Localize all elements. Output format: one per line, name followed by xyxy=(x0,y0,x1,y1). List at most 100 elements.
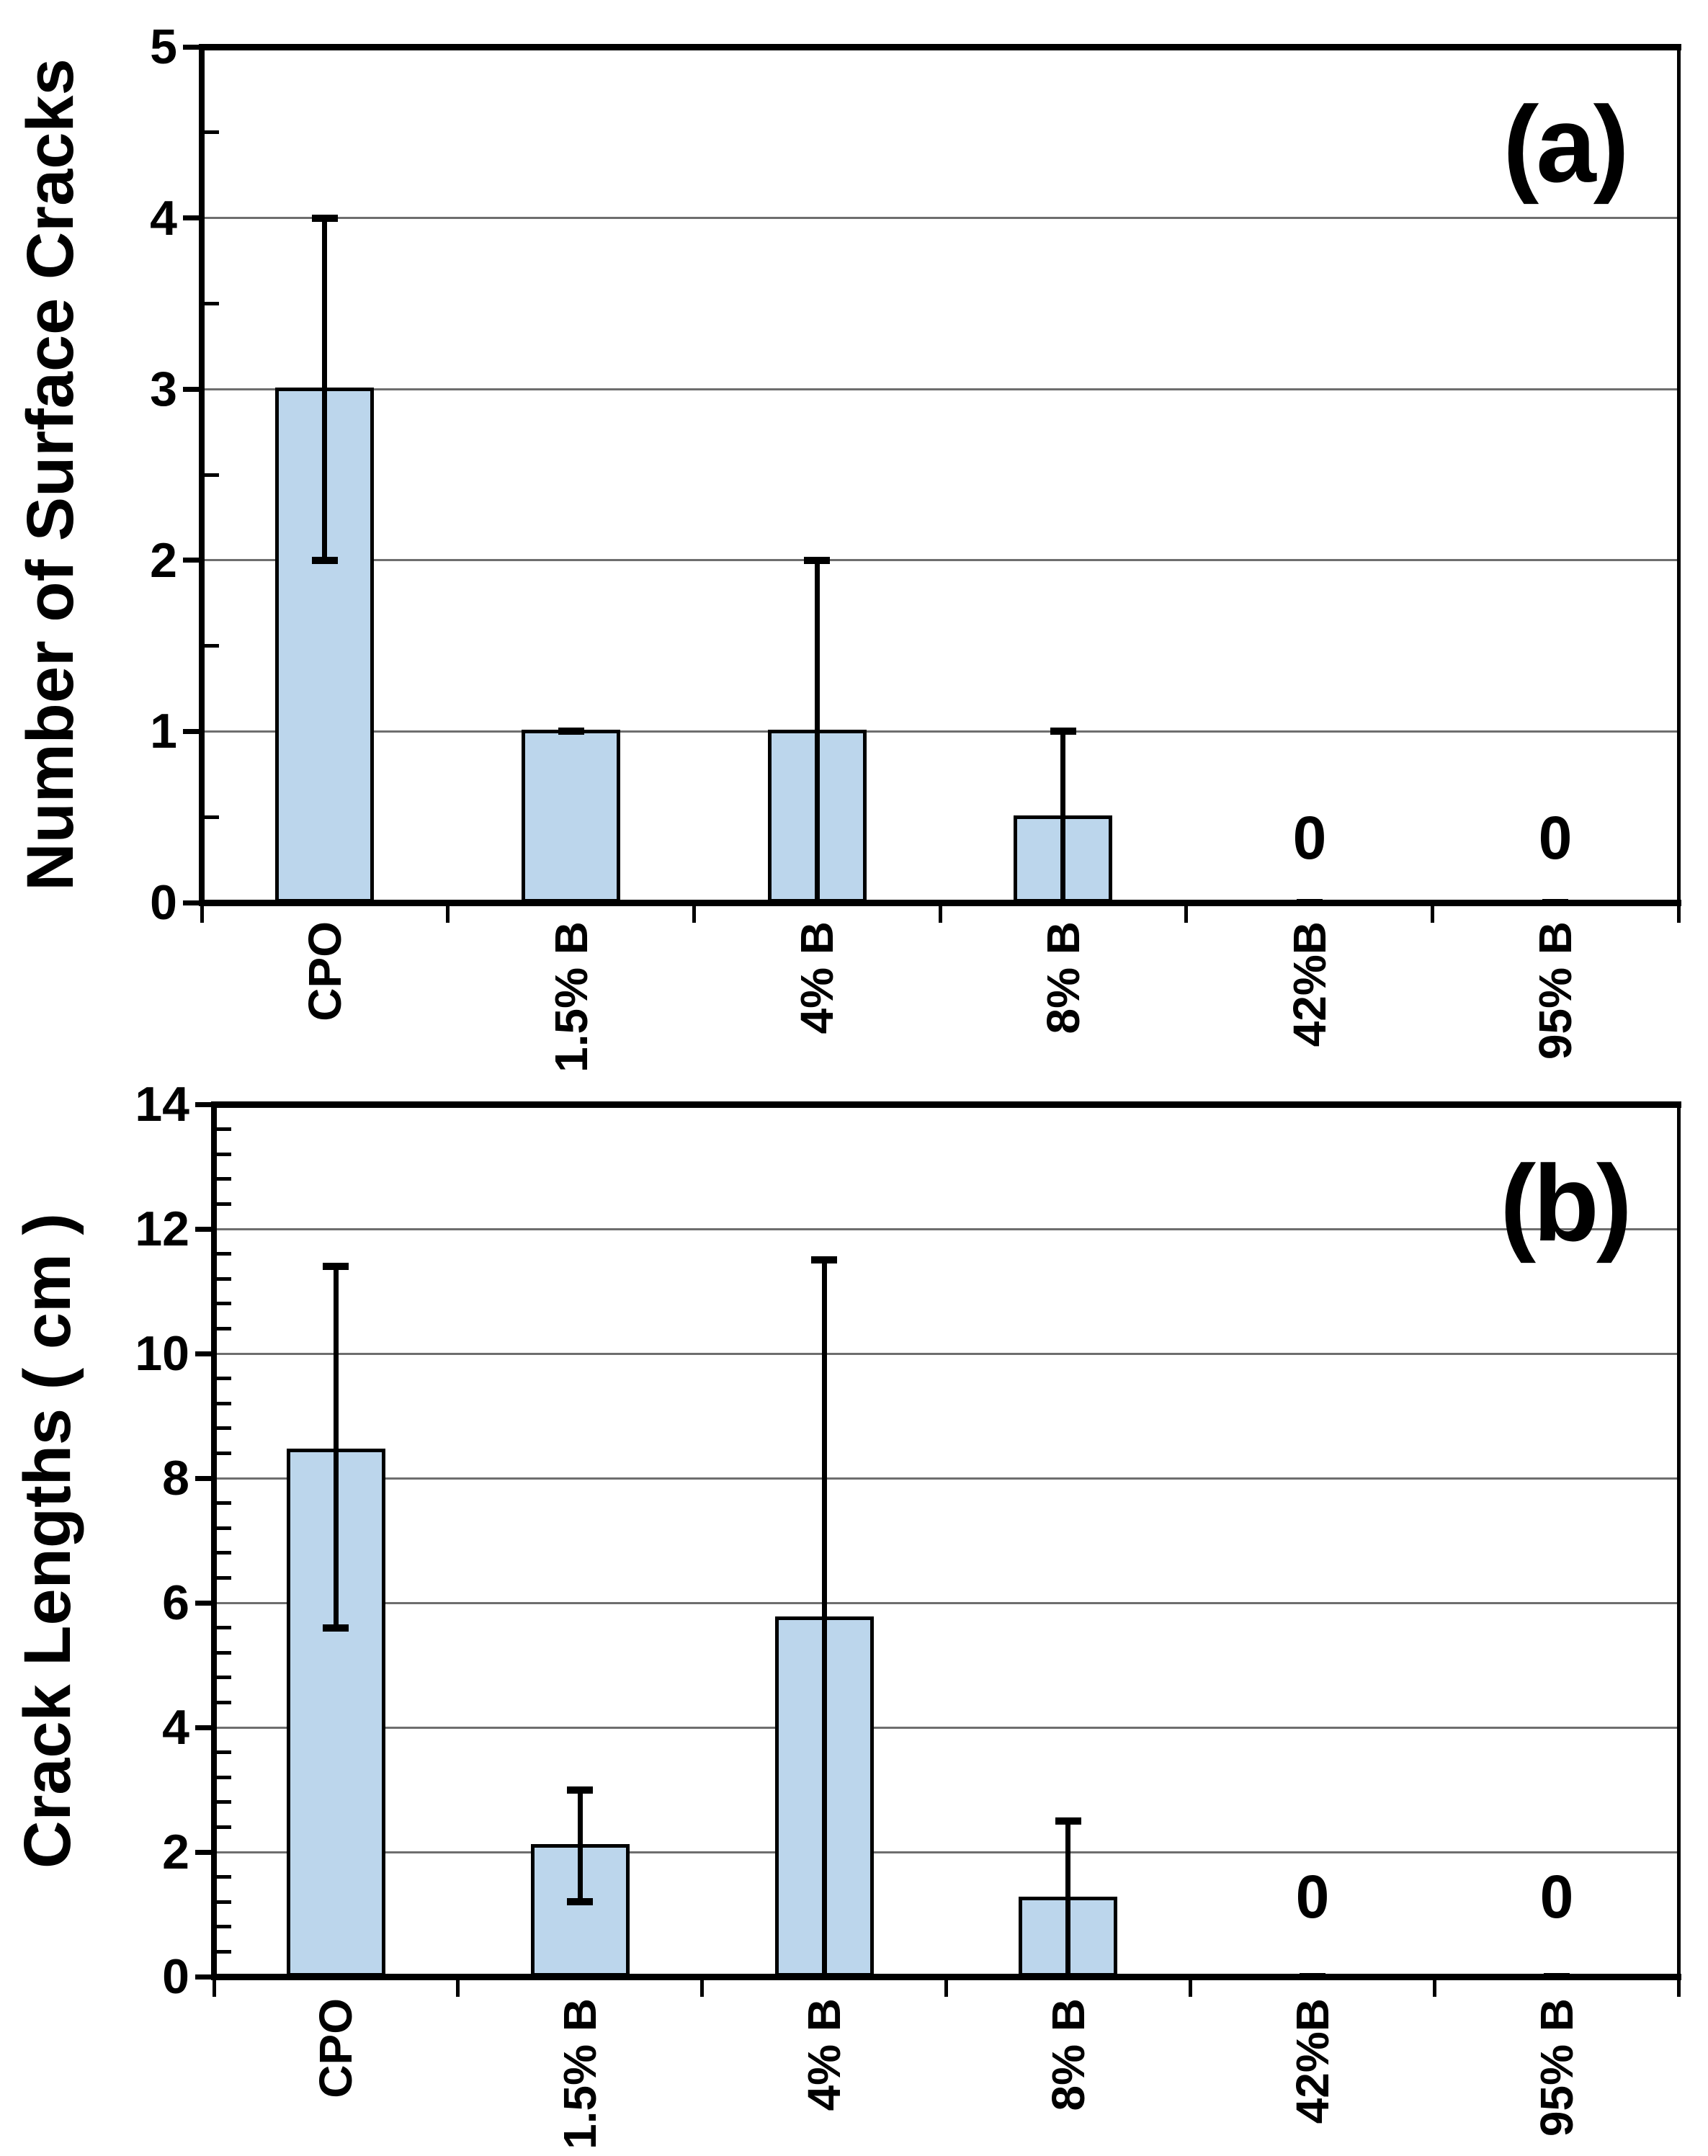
y-axis-minor-tick xyxy=(217,1626,231,1629)
y-tick-label: 12 xyxy=(135,1202,189,1256)
gridline xyxy=(202,388,1678,390)
x-axis-tick xyxy=(456,1980,460,1997)
y-axis-major-tick xyxy=(183,729,200,734)
zero-value-label: 0 xyxy=(1538,804,1573,872)
plot-border-right xyxy=(1677,1101,1681,1980)
y-axis-major-tick xyxy=(195,1850,213,1855)
zero-value-label: 0 xyxy=(1295,1863,1330,1931)
y-axis-minor-tick xyxy=(217,1750,231,1754)
error-bar-cap-bottom xyxy=(567,1898,593,1905)
plot-border-top xyxy=(199,44,1681,50)
y-axis-minor-tick xyxy=(217,1900,231,1904)
y-axis-line xyxy=(211,1101,217,1980)
y-axis-minor-tick xyxy=(217,1800,231,1804)
gridline xyxy=(214,1727,1678,1729)
y-axis-minor-tick xyxy=(205,473,219,477)
y-tick-label: 2 xyxy=(162,1825,189,1879)
error-bar-line xyxy=(815,560,820,903)
y-axis-major-tick xyxy=(183,558,200,563)
bar-1-5-b xyxy=(522,730,620,903)
x-category-label: 42%B xyxy=(1287,1998,1338,2124)
x-category-label: 1.5% B xyxy=(554,1998,606,2150)
y-axis-minor-tick xyxy=(217,1825,231,1829)
y-axis-minor-tick xyxy=(217,1302,231,1305)
x-category-label: 4% B xyxy=(798,1998,850,2111)
error-bar-line xyxy=(334,1266,339,1628)
error-bar-line xyxy=(578,1790,583,1902)
error-bar-cap-top xyxy=(567,1786,593,1794)
y-axis-minor-tick xyxy=(217,1402,231,1405)
x-axis-tick xyxy=(939,905,942,923)
y-axis-minor-tick xyxy=(217,1327,231,1330)
error-bar-line xyxy=(1065,1821,1070,1977)
y-tick-label: 1 xyxy=(150,704,177,759)
y-tick-label: 4 xyxy=(150,191,177,246)
y-axis-major-tick xyxy=(195,1351,213,1356)
x-category-label: CPO xyxy=(310,1998,362,2098)
x-axis-tick xyxy=(446,905,450,923)
x-axis-tick xyxy=(1677,1980,1681,1997)
y-tick-label: 2 xyxy=(150,533,177,588)
x-axis-tick xyxy=(1189,1980,1192,1997)
error-bar-cap-top xyxy=(1055,1817,1081,1825)
y-axis-minor-tick xyxy=(217,1676,231,1679)
gridline xyxy=(202,730,1678,733)
y-axis-major-tick xyxy=(195,1227,213,1232)
panel-label: (b) xyxy=(1500,1142,1632,1263)
gridline xyxy=(214,1477,1678,1480)
y-axis-minor-tick xyxy=(217,1776,231,1779)
y-tick-label: 3 xyxy=(150,362,177,416)
gridline xyxy=(214,1602,1678,1604)
x-axis-tick xyxy=(1431,905,1434,923)
y-axis-minor-tick xyxy=(217,1576,231,1580)
y-axis-minor-tick xyxy=(217,1202,231,1206)
error-bar-cap-top xyxy=(811,1256,837,1263)
y-tick-label: 4 xyxy=(162,1700,189,1755)
y-axis-minor-tick xyxy=(217,1526,231,1530)
error-bar-cap-bottom xyxy=(312,557,338,564)
x-axis-tick xyxy=(1184,905,1188,923)
y-axis-minor-tick xyxy=(205,644,219,648)
plot-border-right xyxy=(1677,44,1681,905)
gridline xyxy=(214,1353,1678,1355)
y-axis-minor-tick xyxy=(217,1551,231,1555)
y-axis-minor-tick xyxy=(217,1377,231,1380)
y-axis-major-tick xyxy=(195,1102,213,1107)
y-tick-label: 0 xyxy=(162,1949,189,2004)
y-tick-label: 8 xyxy=(162,1451,189,1506)
y-axis-minor-tick xyxy=(217,1875,231,1879)
zero-value-label: 0 xyxy=(1292,804,1327,872)
gridline xyxy=(214,1228,1678,1230)
error-bar-line xyxy=(322,218,327,560)
error-bar-cap-top xyxy=(323,1263,349,1270)
y-axis-minor-tick xyxy=(205,815,219,819)
gridline xyxy=(202,559,1678,561)
y-tick-label: 0 xyxy=(150,875,177,930)
y-tick-label: 14 xyxy=(135,1077,189,1132)
x-axis-line xyxy=(199,900,1681,906)
panel-label: (a) xyxy=(1503,84,1629,205)
y-tick-label: 6 xyxy=(162,1575,189,1630)
x-axis-tick xyxy=(1433,1980,1436,1997)
y-axis-major-tick xyxy=(195,1601,213,1606)
y-axis-minor-tick xyxy=(217,1153,231,1156)
x-axis-tick xyxy=(700,1980,704,1997)
y-axis-minor-tick xyxy=(217,1252,231,1256)
x-axis-tick xyxy=(213,1980,216,1997)
y-axis-major-tick xyxy=(195,1725,213,1730)
y-axis-line xyxy=(199,44,205,905)
error-bar-cap-top xyxy=(312,215,338,222)
error-bar-cap-top xyxy=(804,557,830,564)
x-category-label: 95% B xyxy=(1531,1998,1583,2137)
y-axis-major-tick xyxy=(195,1974,213,1980)
y-axis-title: Crack Lengths ( cm ) xyxy=(11,1213,84,1869)
y-axis-minor-tick xyxy=(217,1925,231,1928)
error-bar-cap-top xyxy=(1050,728,1076,735)
y-axis-minor-tick xyxy=(217,1426,231,1430)
x-axis-tick xyxy=(1677,905,1681,923)
x-axis-line xyxy=(211,1974,1681,1980)
gridline xyxy=(202,217,1678,219)
